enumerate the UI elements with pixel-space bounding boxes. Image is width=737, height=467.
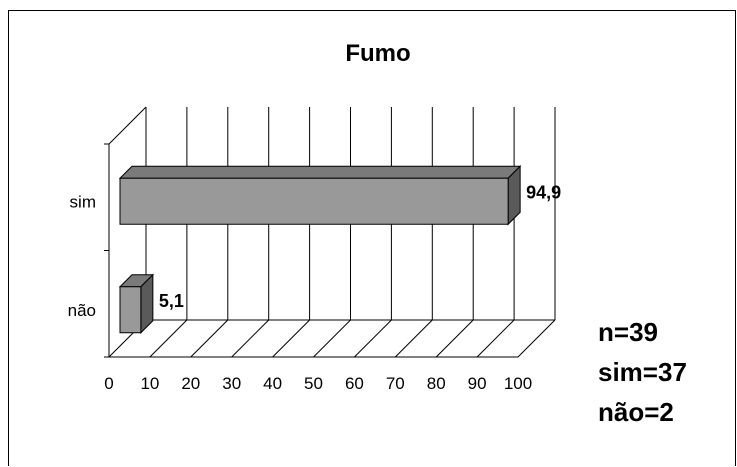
x-tick-label: 60 xyxy=(345,374,364,393)
x-tick-label: 0 xyxy=(104,374,113,393)
note-n: n=39 xyxy=(598,317,658,347)
bar-1 xyxy=(119,286,142,334)
chart-ticks: 0 10 20 30 40 50 60 70 80 90 100 xyxy=(104,374,532,393)
value-label: 94,9 xyxy=(526,182,561,202)
x-tick-label: 100 xyxy=(504,374,532,393)
x-tick-label: 90 xyxy=(468,374,487,393)
chart-title: Fumo xyxy=(345,40,410,67)
floor-line xyxy=(313,319,351,358)
bar-0 xyxy=(119,177,509,225)
note-nao: não=2 xyxy=(598,397,674,427)
x-tick-label: 30 xyxy=(222,374,241,393)
category-label: sim xyxy=(70,192,96,211)
axis-left-top xyxy=(108,106,147,145)
sample-notes: n=39 sim=37 não=2 xyxy=(598,312,687,432)
floor-line xyxy=(149,319,188,358)
x-tick-label: 20 xyxy=(181,374,200,393)
x-tick-label: 10 xyxy=(140,374,159,393)
floor-line xyxy=(517,319,556,358)
floor-line xyxy=(190,319,229,358)
value-label: 5,1 xyxy=(159,291,184,311)
chart-grid xyxy=(104,106,556,358)
floor-line xyxy=(272,319,310,358)
floor-line xyxy=(394,319,433,358)
floor-line xyxy=(435,319,474,358)
bar-top xyxy=(118,165,522,179)
x-tick-label: 80 xyxy=(427,374,446,393)
floor-line xyxy=(231,319,270,358)
floor-line xyxy=(476,319,515,358)
x-tick-label: 70 xyxy=(386,374,405,393)
x-tick-label: 40 xyxy=(263,374,282,393)
chart-frame xyxy=(8,10,736,466)
x-tick-label: 50 xyxy=(304,374,323,393)
note-sim: sim=37 xyxy=(598,357,687,387)
category-label: não xyxy=(68,301,96,320)
chart-bars xyxy=(118,165,522,334)
chart-labels: 94,9 sim 5,1 não xyxy=(68,182,562,320)
floor-line xyxy=(354,319,392,358)
